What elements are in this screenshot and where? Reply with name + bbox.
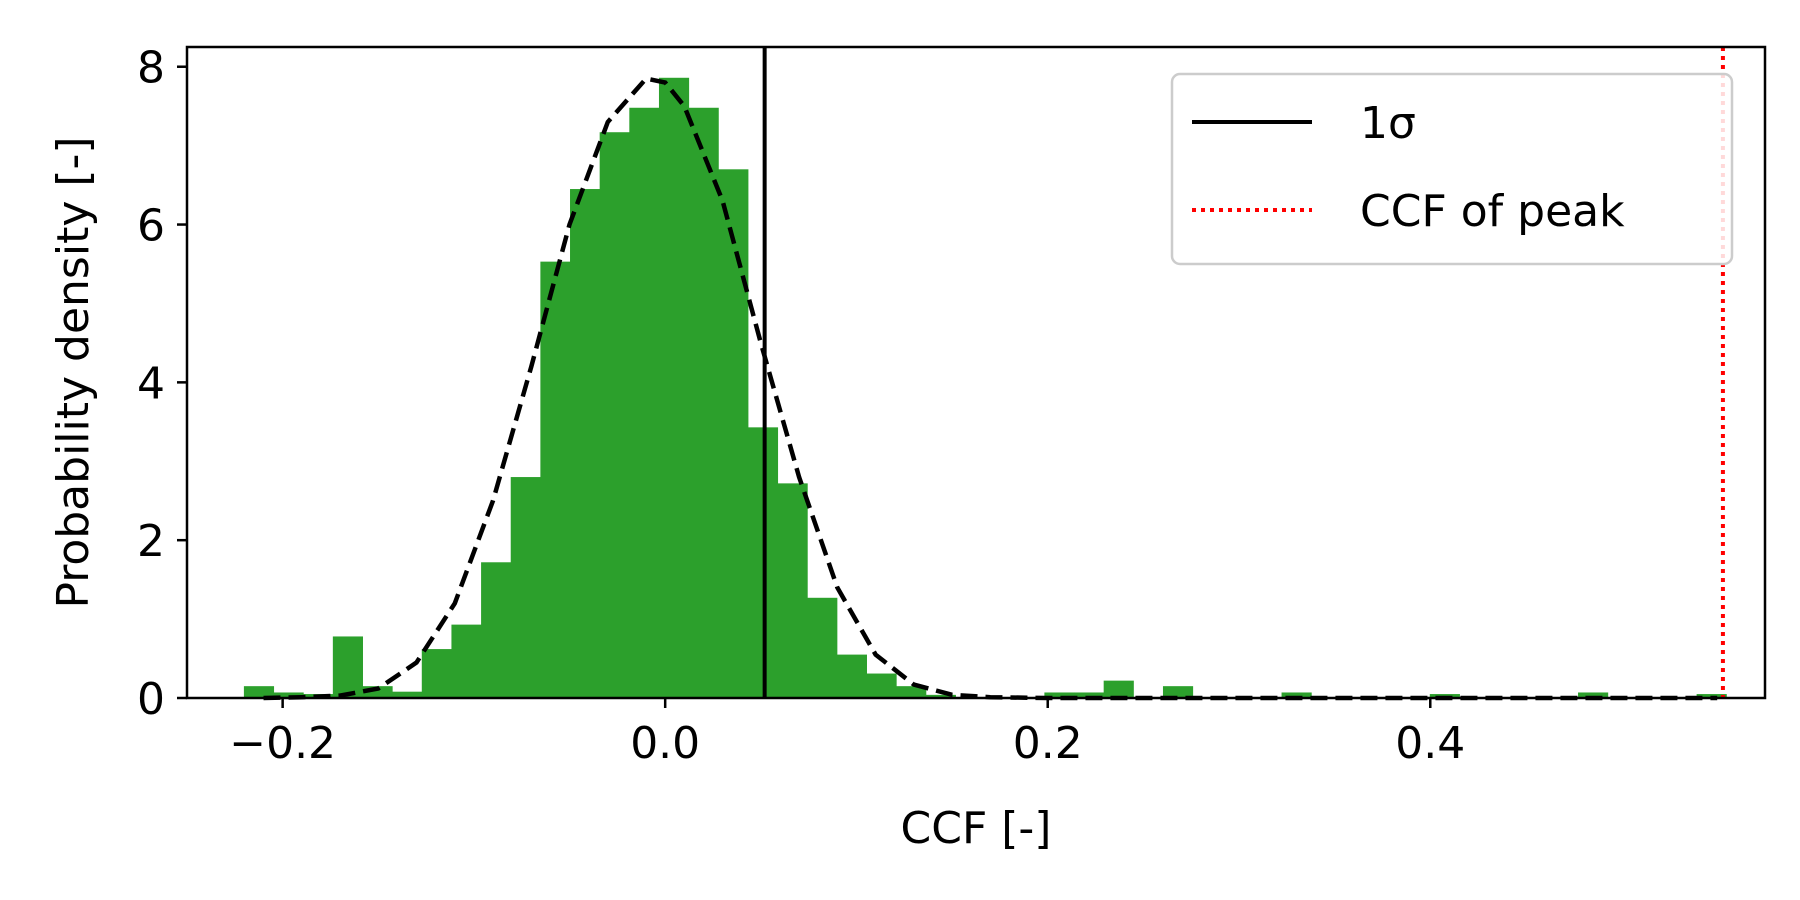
x-axis-label: CCF [-] <box>901 803 1052 854</box>
histogram-bar <box>392 691 423 698</box>
histogram-bar <box>540 261 571 698</box>
y-axis-ticks: 0 2 4 6 8 <box>137 43 187 725</box>
y-tick-label: 2 <box>137 516 165 567</box>
x-tick-label: 0.2 <box>1013 718 1083 769</box>
histogram-bars <box>243 77 1727 699</box>
histogram-bar <box>836 654 867 698</box>
histogram-bar <box>421 649 452 698</box>
histogram-bar <box>599 132 630 699</box>
histogram-bar <box>362 686 393 698</box>
legend-label: 1σ <box>1360 98 1416 149</box>
legend: 1σ CCF of peak <box>1170 72 1734 266</box>
histogram-bar <box>1162 686 1194 698</box>
histogram-bar <box>1103 680 1134 698</box>
y-tick-label: 8 <box>137 43 165 94</box>
histogram-bar <box>570 189 601 698</box>
y-axis-label: Probability density [-] <box>48 136 99 608</box>
histogram-bar <box>243 686 275 698</box>
plot-frame <box>185 45 1767 700</box>
y-tick-label: 4 <box>137 358 165 409</box>
histogram-bar <box>688 107 719 698</box>
x-axis-ticks: −0.2 0.0 0.2 0.4 <box>229 698 1465 769</box>
histogram-bar <box>481 562 512 698</box>
x-tick-label: 0.0 <box>630 718 700 769</box>
histogram-bar <box>1044 692 1075 698</box>
legend-label: CCF of peak <box>1360 186 1625 237</box>
x-tick-label: −0.2 <box>229 718 336 769</box>
histogram-bar <box>510 477 541 698</box>
histogram-bar <box>866 673 897 698</box>
histogram-bar <box>1074 692 1105 698</box>
histogram-bar <box>896 686 927 698</box>
histogram-bar <box>777 483 808 698</box>
histogram-bar <box>807 597 838 698</box>
histogram-bar <box>332 636 363 698</box>
y-tick-label: 6 <box>137 201 165 252</box>
histogram-bar <box>629 107 660 698</box>
histogram-bar <box>451 624 482 698</box>
histogram-bar <box>718 169 749 699</box>
histogram-bar <box>1578 692 1609 698</box>
histogram-bar <box>925 694 956 698</box>
histogram-bar <box>1281 692 1312 698</box>
histogram-bar <box>658 77 690 699</box>
x-tick-label: 0.4 <box>1395 718 1465 769</box>
y-tick-label: 0 <box>137 674 165 725</box>
